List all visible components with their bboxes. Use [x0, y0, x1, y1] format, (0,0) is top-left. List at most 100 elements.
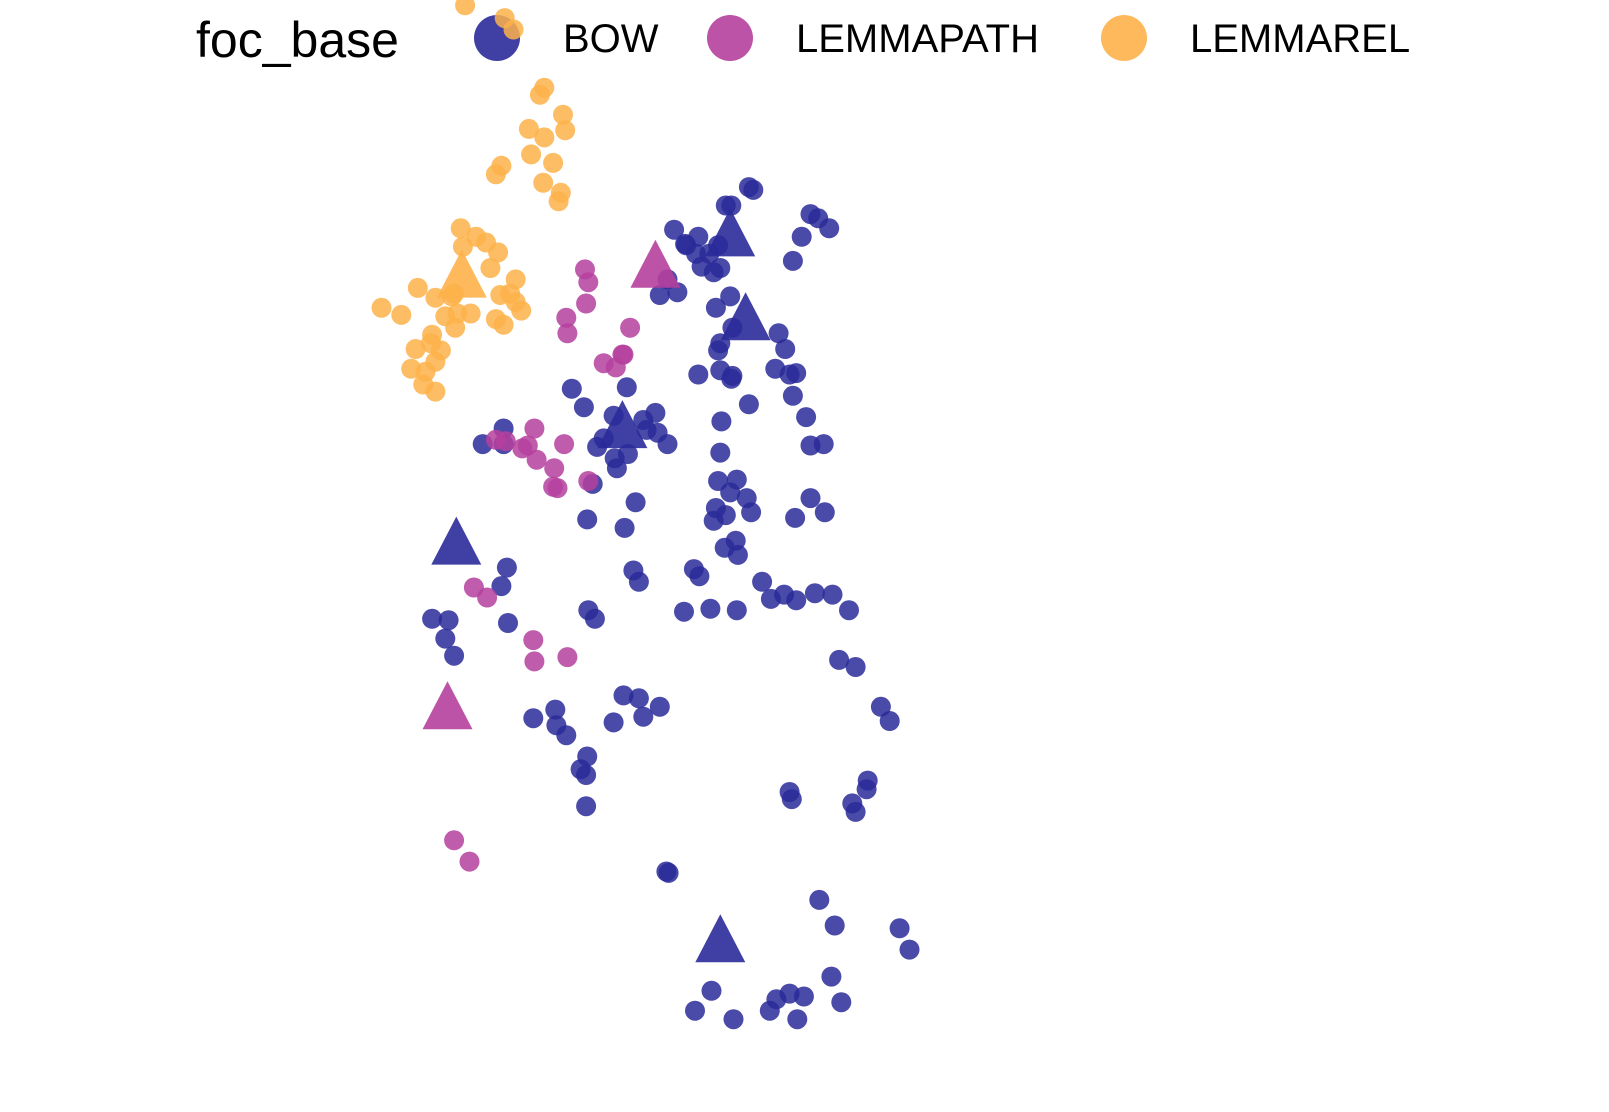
point-bow-60 [752, 571, 773, 592]
point-bow-56 [700, 598, 721, 619]
point-lemmapath-1 [575, 259, 595, 280]
point-bow-126 [824, 915, 845, 936]
point-bow-114 [800, 488, 821, 509]
point-bow-26 [496, 557, 517, 578]
centroid-bow-3 [431, 516, 482, 565]
point-lemmapath-11 [524, 418, 545, 439]
centroid-lemmarel-7 [436, 249, 487, 298]
point-bow-100 [782, 250, 803, 271]
point-lemmarel-6 [518, 118, 539, 139]
point-bow-70 [708, 471, 729, 491]
point-bow-14 [523, 708, 544, 729]
point-bow-39 [573, 397, 594, 418]
point-bow-82 [720, 286, 741, 307]
point-lemmarel-22 [493, 314, 514, 335]
point-bow-105 [768, 323, 789, 344]
point-lemmarel-1 [455, 0, 476, 16]
point-bow-53 [603, 712, 624, 733]
point-bow-22 [444, 645, 465, 666]
point-lemmarel-16 [491, 155, 512, 176]
point-bow-18 [628, 688, 649, 709]
point-bow-47 [614, 517, 635, 538]
point-lemmapath-14 [554, 434, 575, 455]
point-bow-27 [577, 509, 598, 530]
point-lemmarel-43 [425, 381, 446, 402]
point-lemmapath-19 [477, 587, 498, 608]
point-bow-54 [576, 796, 597, 817]
centroid-bow-0 [705, 208, 756, 257]
point-bow-38 [616, 377, 637, 398]
point-bow-40 [561, 378, 582, 399]
point-lemmapath-4 [556, 307, 577, 328]
point-lemmarel-40 [445, 317, 466, 338]
point-lemmarel-20 [480, 258, 501, 278]
point-lemmarel-3 [503, 19, 524, 40]
point-lemmapath-5 [557, 323, 578, 344]
point-bow-119 [839, 600, 859, 621]
point-lemmarel-9 [543, 152, 564, 173]
point-bow-46 [647, 422, 668, 443]
point-lemmapath-20 [557, 647, 578, 668]
point-lemmapath-17 [578, 471, 599, 491]
point-bow-106 [775, 339, 796, 359]
point-bow-37 [645, 402, 666, 423]
point-bow-2 [723, 1009, 744, 1030]
point-bow-57 [726, 600, 747, 621]
point-bow-13 [545, 699, 566, 720]
point-bow-137 [856, 779, 877, 800]
point-bow-73 [711, 411, 732, 432]
point-bow-12 [576, 765, 597, 785]
centroid-bow-1 [720, 292, 771, 341]
point-bow-34 [617, 444, 638, 464]
point-lemmarel-25 [505, 292, 526, 313]
point-bow-49 [623, 560, 644, 581]
point-lemmarel-14 [553, 104, 573, 125]
point-bow-117 [804, 583, 825, 604]
point-bow-122 [715, 505, 736, 526]
point-lemmapath-27 [459, 851, 480, 872]
point-bow-81 [705, 297, 726, 318]
point-bow-74 [738, 394, 759, 415]
point-lemmapath-13 [544, 458, 565, 479]
point-lemmarel-36 [405, 339, 426, 359]
point-bow-110 [782, 385, 803, 406]
point-lemmapath-21 [523, 630, 544, 651]
point-bow-17 [649, 696, 670, 717]
point-bow-92 [649, 285, 670, 305]
point-bow-97 [721, 195, 742, 216]
point-bow-8 [821, 966, 842, 987]
point-bow-78 [722, 365, 743, 386]
point-lemmarel-32 [407, 277, 428, 298]
point-lemmapath-24 [495, 431, 516, 452]
point-lemmapath-26 [444, 830, 465, 851]
point-bow-63 [786, 590, 807, 611]
point-bow-115 [814, 502, 835, 523]
point-bow-125 [809, 889, 830, 910]
centroid-lemmapath-5 [630, 239, 681, 288]
point-bow-72 [710, 442, 731, 463]
point-bow-66 [714, 537, 735, 558]
point-bow-25 [422, 608, 443, 629]
point-lemmarel-47 [415, 361, 436, 382]
point-bow-128 [899, 939, 920, 960]
centroid-bow-2 [597, 400, 648, 449]
point-lemmarel-7 [521, 144, 542, 165]
point-bow-94 [664, 219, 685, 240]
point-lemmarel-45 [371, 297, 392, 318]
point-lemmapath-9 [613, 344, 634, 365]
point-bow-16 [556, 725, 577, 746]
point-bow-103 [819, 218, 840, 239]
legend: foc_base BOW LEMMAPATH LEMMAREL [196, 12, 1410, 68]
point-bow-109 [786, 363, 807, 384]
point-bow-118 [822, 584, 843, 605]
point-bow-24 [438, 610, 459, 631]
legend-title: foc_base [196, 12, 399, 68]
point-lemmarel-5 [534, 77, 555, 98]
point-lemmarel-38 [422, 324, 443, 345]
point-bow-108 [765, 358, 786, 379]
plot-area [371, 0, 920, 1030]
point-lemmapath-25 [512, 438, 533, 459]
point-bow-120 [829, 649, 850, 670]
point-bow-133 [689, 566, 710, 587]
